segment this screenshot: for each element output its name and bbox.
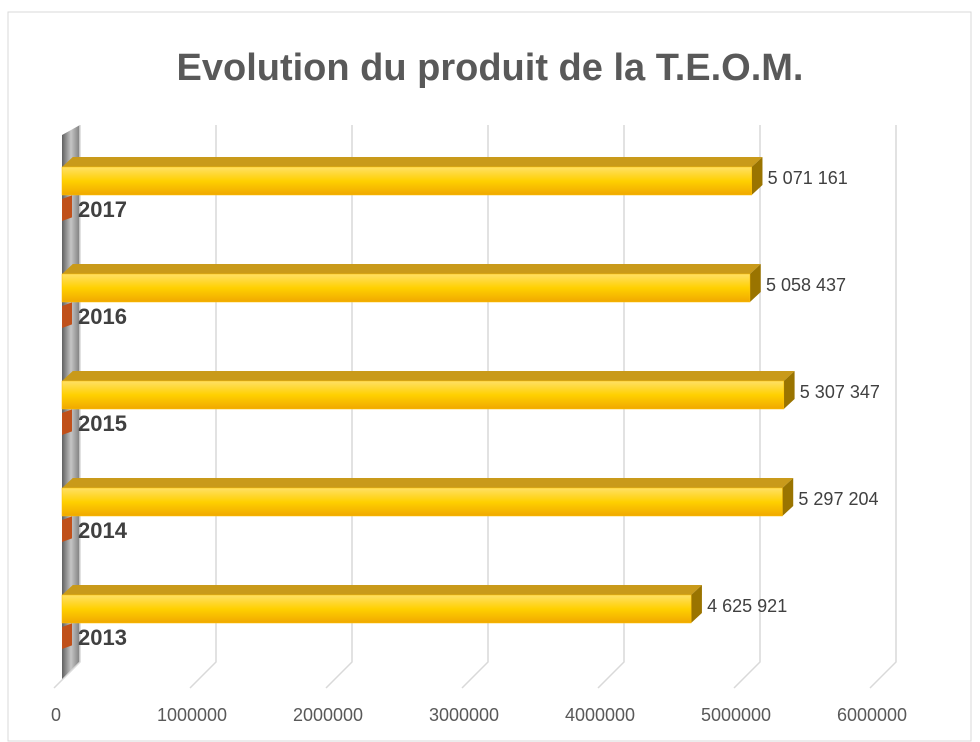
value-label: 5 071 161 <box>768 168 848 188</box>
bar-side <box>751 157 763 195</box>
grid-line <box>189 125 217 689</box>
chart-title: Evolution du produit de la T.E.O.M. <box>177 47 804 89</box>
grid-line <box>53 125 81 689</box>
bar-stub <box>62 302 72 329</box>
bar <box>61 594 692 624</box>
bar-stub <box>62 623 72 649</box>
x-tick-label: 1000000 <box>157 705 227 725</box>
x-tick-label: 6000000 <box>837 705 907 725</box>
category-label: 2014 <box>78 518 128 543</box>
bar <box>61 487 783 517</box>
bar-side <box>749 264 761 302</box>
value-label: 4 625 921 <box>707 596 787 616</box>
bar-stub <box>62 409 72 436</box>
bar-top <box>62 264 761 274</box>
value-label: 5 058 437 <box>766 275 846 295</box>
bar-side <box>783 371 795 409</box>
x-tick-label: 5000000 <box>701 705 771 725</box>
bar-stub <box>62 516 72 542</box>
bar-top <box>62 478 794 488</box>
x-tick-label: 0 <box>51 705 61 725</box>
category-label: 2016 <box>78 304 127 329</box>
bar-side <box>691 585 702 623</box>
category-label: 2015 <box>78 411 127 436</box>
x-tick-label: 2000000 <box>293 705 363 725</box>
grid-line <box>325 125 353 689</box>
value-label: 5 307 347 <box>800 382 880 402</box>
category-label: 2017 <box>78 197 127 222</box>
bar <box>61 273 751 303</box>
x-tick-label: 3000000 <box>429 705 499 725</box>
bar <box>61 166 752 196</box>
bar <box>61 380 785 410</box>
bar-side <box>782 478 794 516</box>
bar-top <box>62 157 763 167</box>
grid-line <box>869 125 897 689</box>
grid-line <box>597 125 625 689</box>
bar-top <box>62 371 795 381</box>
x-tick-label: 4000000 <box>565 705 635 725</box>
category-label: 2013 <box>78 625 127 650</box>
grid-line <box>733 125 761 689</box>
value-label: 5 297 204 <box>798 489 878 509</box>
grid-line <box>461 125 489 689</box>
bar-top <box>62 585 702 595</box>
bar-stub <box>62 195 72 221</box>
